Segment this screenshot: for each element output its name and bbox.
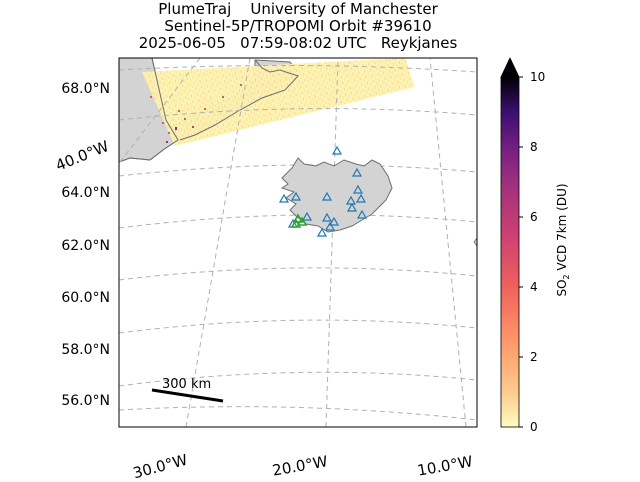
lat-label-62: 62.0°N: [61, 238, 110, 254]
colorbar-tick-2: 2: [530, 350, 538, 364]
lat-label-68: 68.0°N: [61, 81, 110, 97]
faroe-edge-land: [473, 237, 477, 247]
map-area[interactable]: [119, 58, 477, 427]
colorbar-label-main: SO: [554, 279, 569, 297]
lat-label-58: 58.0°N: [61, 342, 110, 358]
title-line-1: PlumeTraj University of Manchester: [158, 0, 438, 18]
lat-label-56: 56.0°N: [61, 393, 110, 409]
scale-bar-label: 300 km: [162, 377, 212, 392]
colorbar-tick-8: 8: [530, 140, 538, 154]
lat-label-64: 64.0°N: [61, 185, 110, 201]
colorbar-tick-10: 10: [530, 70, 546, 84]
title-line-3: 2025-06-05 07:59-08:02 UTC Reykjanes: [138, 34, 458, 52]
colorbar-tick-6: 6: [530, 210, 538, 224]
so2-speckles: [150, 84, 242, 143]
colorbar: [500, 57, 523, 428]
colorbar-tick-0: 0: [530, 420, 538, 434]
map-frame: [118, 57, 478, 428]
iceland-land: [280, 157, 393, 233]
colorbar-label-rest: VCD 7km (DU): [554, 183, 569, 275]
so2-swath: [142, 58, 415, 146]
scale-bar: [151, 388, 224, 403]
greenland-coastline: [119, 58, 299, 163]
vent-markers: [290, 213, 308, 228]
colorbar-label: SO2 VCD 7km (DU): [555, 183, 571, 296]
title-line-2: Sentinel-5P/TROPOMI Orbit #39610: [164, 17, 432, 35]
colorbar-tick-4: 4: [530, 280, 538, 294]
graticule: [119, 58, 477, 427]
colorbar-extend-arrow: [500, 57, 520, 78]
colorbar-label-sub: 2: [562, 274, 572, 280]
lat-label-60: 60.0°N: [61, 290, 110, 306]
